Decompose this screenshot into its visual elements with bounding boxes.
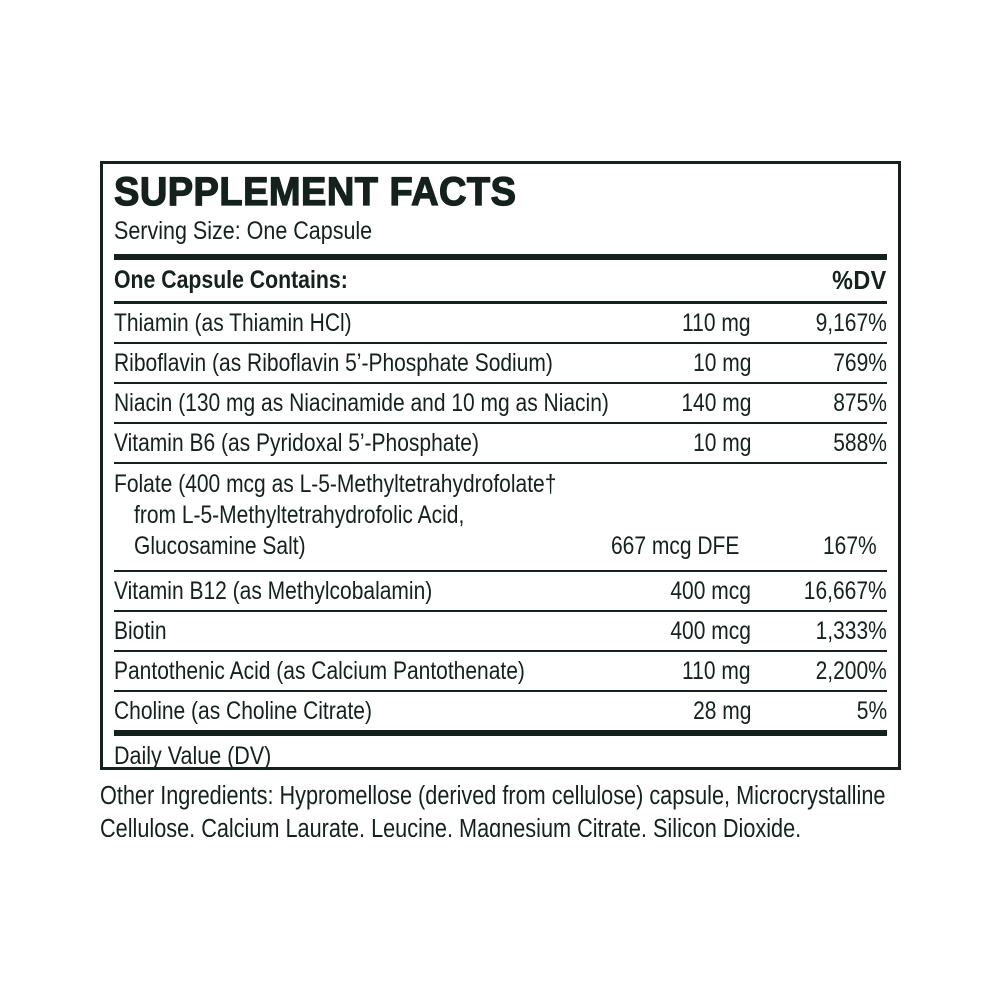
- nutrient-name: Pantothenic Acid (as Calcium Pantothenat…: [114, 656, 525, 685]
- nutrient-amount: 10 mg: [692, 348, 751, 377]
- table-row-niacin: Niacin (130 mg as Niacinamide and 10 mg …: [114, 384, 887, 424]
- nutrient-name: Choline (as Choline Citrate): [114, 696, 372, 725]
- nutrient-name: Niacin (130 mg as Niacinamide and 10 mg …: [114, 388, 609, 417]
- table-row-vitamin-b12: Vitamin B12 (as Methylcobalamin) 400 mcg…: [114, 572, 887, 612]
- nutrient-name: Vitamin B6 (as Pyridoxal 5’-Phosphate): [114, 428, 479, 457]
- serving-size: Serving Size: One Capsule: [114, 217, 373, 245]
- other-ingredients-line-1: Other Ingredients: Hypromellose (derived…: [100, 782, 886, 810]
- nutrient-name: Vitamin B12 (as Methylcobalamin): [114, 576, 433, 605]
- other-ingredients-section: Other Ingredients: Hypromellose (derived…: [100, 780, 915, 837]
- nutrient-amount: 667 mcg DFE: [611, 532, 740, 560]
- table-row-choline: Choline (as Choline Citrate) 28 mg 5%: [114, 692, 887, 730]
- nutrient-amount: 400 mcg: [670, 616, 751, 645]
- nutrient-dv: 769%: [833, 348, 887, 377]
- nutrient-dv: 2,200%: [815, 656, 887, 685]
- column-header-row: One Capsule Contains: %DV: [114, 260, 887, 301]
- nutrient-dv: 588%: [833, 428, 887, 457]
- nutrient-name: Biotin: [114, 616, 167, 645]
- nutrient-dv: 1,333%: [815, 616, 887, 645]
- table-row-riboflavin: Riboflavin (as Riboflavin 5’-Phosphate S…: [114, 344, 887, 384]
- nutrient-dv: 167%: [823, 532, 877, 560]
- table-row-thiamin: Thiamin (as Thiamin HCl) 110 mg 9,167%: [114, 304, 887, 344]
- supplement-facts-panel: SUPPLEMENT FACTS Serving Size: One Capsu…: [100, 161, 901, 770]
- table-row-folate: Folate (400 mcg as L-5-Methyltetrahydrof…: [114, 464, 887, 572]
- nutrient-amount: 110 mg: [682, 308, 751, 337]
- nutrient-name: Thiamin (as Thiamin HCl): [114, 308, 352, 337]
- nutrient-amount: 140 mg: [680, 388, 751, 417]
- table-row-biotin: Biotin 400 mcg 1,333%: [114, 612, 887, 652]
- nutrient-amount: 110 mg: [682, 656, 751, 685]
- thick-divider-bottom: [114, 730, 887, 736]
- column-header-contains: One Capsule Contains:: [114, 266, 348, 294]
- nutrient-dv: 9,167%: [815, 308, 887, 337]
- thick-divider-top: [114, 254, 887, 260]
- nutrient-name: Folate (400 mcg as L-5-Methyltetrahydrof…: [114, 470, 557, 560]
- header-underline: [114, 301, 887, 304]
- other-ingredients-text: Other Ingredients: Hypromellose (derived…: [100, 780, 886, 837]
- nutrient-name: Riboflavin (as Riboflavin 5’-Phosphate S…: [114, 348, 553, 377]
- nutrient-dv: 5%: [856, 696, 887, 725]
- other-ingredients-line-2: Cellulose, Calcium Laurate, Leucine, Mag…: [100, 815, 802, 837]
- column-header-dv: %DV: [832, 265, 887, 295]
- nutrient-dv: 16,667%: [804, 576, 887, 605]
- daily-value-footnote: Daily Value (DV): [114, 741, 272, 770]
- panel-title: SUPPLEMENT FACTS: [113, 169, 517, 214]
- table-row-pantothenic-acid: Pantothenic Acid (as Calcium Pantothenat…: [114, 652, 887, 692]
- nutrient-amount: 28 mg: [692, 696, 751, 725]
- nutrient-amount: 10 mg: [692, 428, 751, 457]
- nutrient-amount: 400 mcg: [670, 576, 751, 605]
- nutrient-dv: 875%: [833, 388, 887, 417]
- table-row-vitamin-b6: Vitamin B6 (as Pyridoxal 5’-Phosphate) 1…: [114, 424, 887, 464]
